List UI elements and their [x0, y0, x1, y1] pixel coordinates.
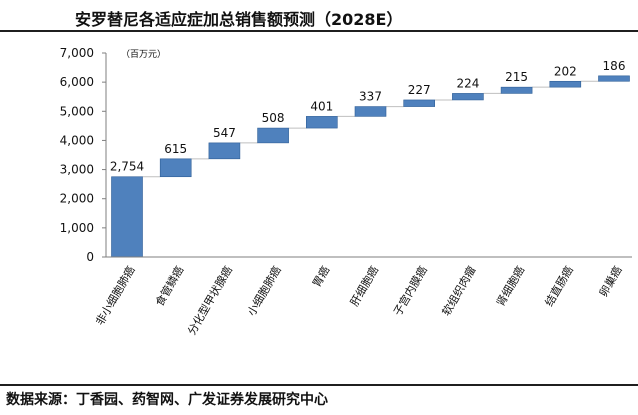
footer-divider: [0, 384, 638, 386]
connector-lines: [142, 80, 599, 178]
data-label: 215: [505, 70, 528, 84]
bars: [111, 75, 630, 258]
data-labels: 2,754 615 547 508 401 337 227 224 215 202 186: [110, 59, 626, 174]
bar-5: [305, 116, 338, 129]
x-category-label: 软组织肉瘤: [439, 264, 479, 319]
x-category-label: 子宫内膜癌: [390, 264, 430, 319]
bar-11: [598, 75, 630, 82]
y-tick-label: 6,000: [60, 75, 94, 89]
waterfall-chart: （百万元） 0 1,000 2,000 3,000 4,000 5,000 6,000 7,0…: [60, 46, 632, 338]
y-tick-label: 0: [86, 250, 94, 264]
data-label: 547: [213, 126, 236, 140]
data-label: 202: [554, 64, 577, 78]
unit-label: （百万元）: [121, 49, 166, 60]
x-category-label: 食管鳞癌: [152, 264, 186, 309]
data-label: 615: [164, 142, 187, 156]
y-tick-label: 4,000: [60, 133, 94, 147]
bar-2: [159, 158, 192, 178]
y-tick-label: 1,000: [60, 221, 94, 235]
y-tick-label: 5,000: [60, 104, 94, 118]
y-axis: 0 1,000 2,000 3,000 4,000 5,000 6,000 7,000: [60, 46, 107, 264]
x-category-label: 非小细胞肺癌: [92, 264, 137, 328]
title-bar: 安罗替尼各适应症加总销售额预测（2028E）: [0, 0, 638, 30]
bar-4: [257, 127, 289, 144]
y-tick-label: 7,000: [60, 46, 94, 60]
x-category-label: 结直肠癌: [542, 264, 576, 309]
data-label: 2,754: [110, 160, 144, 174]
bar-3: [208, 142, 241, 160]
bar-7: [403, 99, 436, 107]
y-tick-label: 3,000: [60, 163, 94, 177]
y-tick-label: 2,000: [60, 192, 94, 206]
bar-6: [354, 106, 387, 117]
data-label: 227: [408, 83, 431, 97]
x-category-label: 卵巢癌: [596, 264, 625, 300]
x-category-label: 肝细胞癌: [347, 264, 381, 309]
x-category-label: 胃癌: [309, 264, 332, 290]
data-label: 224: [456, 76, 479, 90]
x-category-label: 分化型甲状腺癌: [184, 264, 235, 338]
x-category-label: 小细胞肺癌: [244, 264, 284, 319]
bar-9: [500, 86, 533, 94]
title-divider: [0, 30, 638, 32]
bar-1: [111, 176, 143, 258]
source-note: 数据来源：丁香园、药智网、广发证券发展研究中心: [6, 392, 328, 408]
bar-10: [549, 80, 582, 88]
data-label: 186: [603, 59, 626, 73]
x-category-label: 肾细胞癌: [493, 264, 527, 309]
chart-title: 安罗替尼各适应症加总销售额预测（2028E）: [75, 10, 403, 29]
data-label: 508: [262, 111, 285, 125]
data-label: 401: [310, 99, 333, 113]
data-label: 337: [359, 90, 382, 104]
bar-8: [452, 93, 484, 101]
